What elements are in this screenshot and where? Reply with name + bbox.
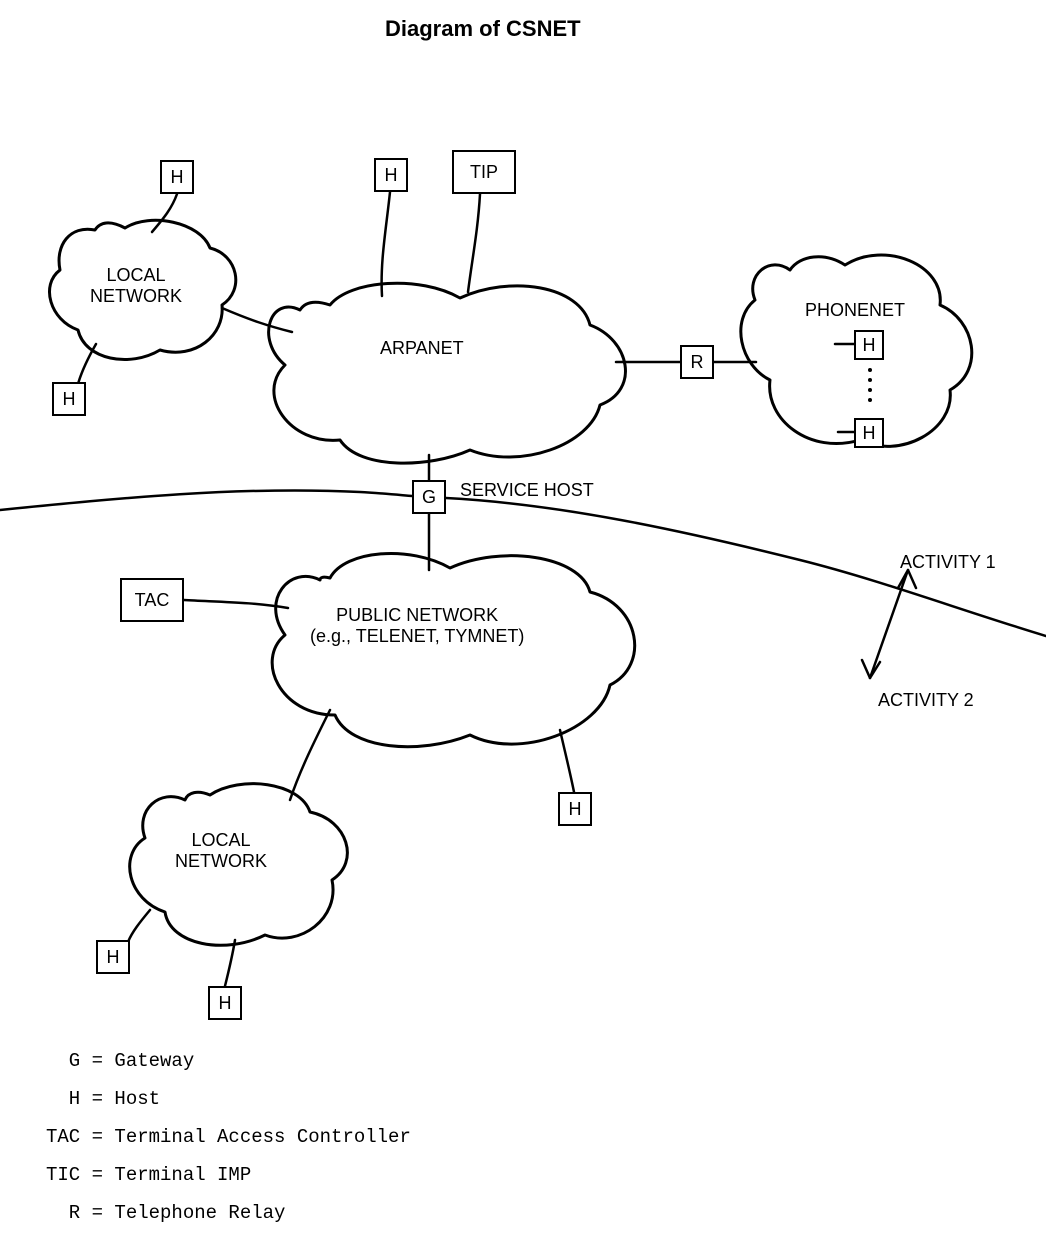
tac-box: TAC <box>120 578 184 622</box>
edge-e-public-localb <box>290 710 330 800</box>
host-label: H <box>863 423 876 444</box>
gateway-box: G <box>412 480 446 514</box>
host-box-local-top: H <box>160 160 194 194</box>
host-label: H <box>863 335 876 356</box>
tac-label: TAC <box>135 590 170 611</box>
host-label: H <box>569 799 582 820</box>
edge-e-harpanet <box>382 192 390 296</box>
host-box-bottom-left: H <box>96 940 130 974</box>
gateway-label: G <box>422 487 436 508</box>
edge-e-localb-hleft <box>128 910 150 942</box>
label-activity-2: ACTIVITY 2 <box>878 690 974 711</box>
phonenet-host-1: H <box>854 330 884 360</box>
edge-e-hleft <box>78 344 96 384</box>
host-label: H <box>219 993 232 1014</box>
phonenet-host-2: H <box>854 418 884 448</box>
host-box-public: H <box>558 792 592 826</box>
host-label: H <box>171 167 184 188</box>
label-arpanet: ARPANET <box>380 338 464 359</box>
legend-item-r: R = Telephone Relay <box>46 1202 285 1224</box>
label-activity-1: ACTIVITY 1 <box>900 552 996 573</box>
host-label: H <box>107 947 120 968</box>
legend-item-h: H = Host <box>46 1088 160 1110</box>
host-box-left: H <box>52 382 86 416</box>
cloud-arpanet <box>269 283 626 463</box>
legend-item-tic: TIC = Terminal IMP <box>46 1164 251 1186</box>
edge-e-localb-hmid <box>225 940 235 986</box>
relay-box: R <box>680 345 714 379</box>
tip-box: TIP <box>452 150 516 194</box>
host-label: H <box>63 389 76 410</box>
legend-item-tac: TAC = Terminal Access Controller <box>46 1126 411 1148</box>
edge-e-tip <box>468 194 480 292</box>
label-service-host: SERVICE HOST <box>460 480 594 501</box>
label-phonenet: PHONENET <box>805 300 905 321</box>
label-local-network-top: LOCAL NETWORK <box>90 265 182 307</box>
host-box-bottom-mid: H <box>208 986 242 1020</box>
label-public-network: PUBLIC NETWORK (e.g., TELENET, TYMNET) <box>310 605 524 647</box>
host-label: H <box>385 165 398 186</box>
edge-e-tac-public <box>184 600 288 608</box>
label-local-network-bottom: LOCAL NETWORK <box>175 830 267 872</box>
phonenet-ellipsis-dots <box>868 368 872 402</box>
relay-label: R <box>691 352 704 373</box>
tip-label: TIP <box>470 162 498 183</box>
arrow-head2-activity-arrow <box>862 660 880 678</box>
legend-item-g: G = Gateway <box>46 1050 194 1072</box>
host-box-arpanet: H <box>374 158 408 192</box>
edge-e-public-hpub <box>560 730 574 792</box>
diagram-stage: Diagram of CSNET LOCAL NETWORK ARPANET P… <box>0 0 1046 1253</box>
